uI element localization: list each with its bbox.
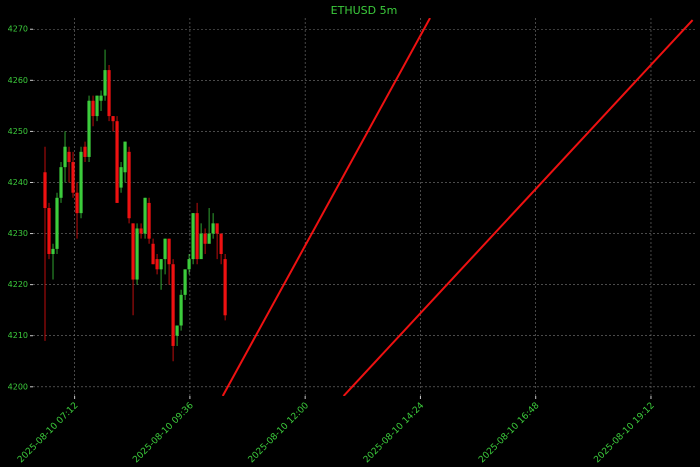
y-tick-label: 4210: [8, 331, 28, 340]
candle-body: [55, 197, 59, 249]
candle-body: [111, 116, 115, 122]
candle-body: [187, 259, 191, 270]
candle-body: [51, 248, 55, 254]
candle-body: [67, 151, 71, 163]
plot-area: [43, 18, 694, 396]
candle-body: [47, 208, 51, 254]
candle-body: [43, 172, 47, 209]
x-tick-label: 2025-08-10 12:00: [247, 401, 312, 466]
candle-body: [95, 95, 99, 117]
candle-body: [219, 233, 223, 254]
x-tick-label: 2025-08-10 14:24: [362, 401, 427, 466]
candle-body: [87, 100, 91, 157]
candle-body: [99, 95, 103, 101]
candle-body: [123, 141, 127, 173]
candle-body: [143, 197, 147, 234]
candle-body: [223, 259, 227, 316]
candle-body: [195, 213, 199, 260]
x-tick-label: 2025-08-10 07:12: [16, 401, 80, 465]
candle-body: [147, 202, 151, 239]
candle-body: [151, 243, 155, 265]
candle-body: [175, 325, 179, 336]
candle-body: [63, 146, 67, 168]
candle-body: [71, 162, 75, 193]
candle-body: [79, 151, 83, 214]
candle-body: [83, 146, 87, 157]
candle-body: [203, 233, 207, 244]
y-tick-label: 4260: [8, 76, 28, 85]
candle-body: [179, 294, 183, 326]
candle-body: [119, 167, 123, 188]
candle-body: [171, 264, 175, 346]
x-tick-label: 2025-08-10 16:48: [477, 401, 542, 466]
candle-body: [155, 259, 159, 270]
candle-body: [191, 213, 195, 260]
y-tick-label: 4250: [8, 127, 28, 136]
candle-body: [211, 223, 215, 234]
candle-body: [135, 228, 139, 280]
x-tick-label: 2025-08-10 19:12: [592, 401, 656, 465]
candle-body: [199, 233, 203, 260]
candle-body: [75, 192, 79, 214]
y-tick-label: 4270: [8, 25, 28, 34]
trend-line: [221, 18, 431, 396]
candle-body: [107, 70, 111, 117]
candle-body: [167, 238, 171, 265]
candle-body: [131, 223, 135, 280]
candle-body: [91, 100, 95, 117]
candle-body: [183, 269, 187, 295]
candle-body: [207, 233, 211, 244]
x-tick-label: 2025-08-10 09:36: [131, 401, 196, 466]
candle-body: [163, 238, 167, 260]
candle-body: [215, 223, 219, 234]
y-tick-label: 4240: [8, 178, 28, 187]
candle-body: [59, 167, 63, 198]
candle-body: [103, 70, 107, 96]
trend-line: [342, 19, 694, 396]
chart-title: ETHUSD 5m: [331, 4, 398, 17]
y-tick-label: 4200: [8, 382, 28, 391]
candle-body: [139, 228, 143, 234]
candle-body: [115, 121, 119, 203]
y-tick-label: 4220: [8, 280, 28, 289]
y-tick-label: 4230: [8, 229, 28, 238]
candle-body: [127, 151, 131, 219]
candle-body: [159, 259, 163, 270]
